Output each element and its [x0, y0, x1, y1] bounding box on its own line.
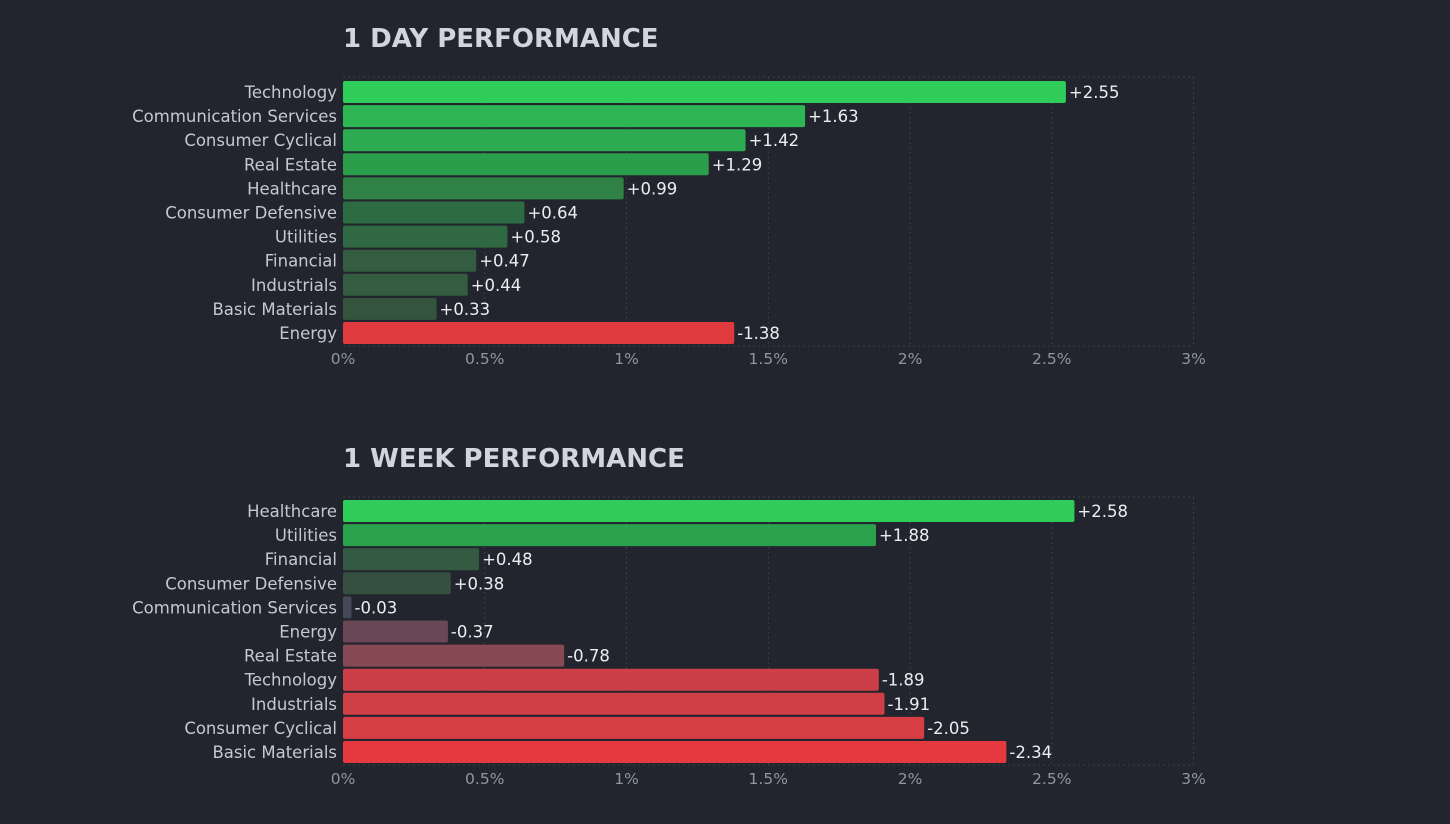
chart-1-category-label: Utilities: [275, 228, 337, 247]
chart-2-category-label: Financial: [265, 550, 337, 569]
chart-2-bar: [343, 548, 480, 571]
chart-1-bar: [343, 249, 477, 272]
chart-2-value-label: -1.89: [882, 671, 925, 690]
chart-2-bar: [343, 500, 1075, 522]
chart-1-category-label: Financial: [265, 252, 337, 271]
chart-1-tick-label: 0.5%: [465, 350, 504, 368]
chart-2-bar: [343, 741, 1007, 763]
chart-1-bar: [343, 297, 437, 320]
chart-2-value-label: -2.05: [927, 719, 970, 738]
chart-1-title: 1 DAY PERFORMANCE: [343, 24, 659, 54]
chart-2-category-label: Consumer Cyclical: [184, 719, 337, 738]
chart-2: 1 WEEK PERFORMANCE Healthcare +2.58 Utiliti…: [132, 444, 1206, 788]
chart-1-tick-label: 2%: [898, 350, 923, 368]
chart-1-tick-label: 2.5%: [1032, 350, 1071, 368]
chart-1-value-label: +0.99: [627, 179, 678, 198]
chart-2-tick-label: 2.5%: [1032, 770, 1071, 788]
chart-1-value-label: +0.64: [527, 204, 578, 223]
chart-1-tick-label: 1%: [614, 350, 639, 368]
chart-1-value-label: +2.55: [1069, 83, 1120, 102]
chart-2-tick-label: 2%: [898, 770, 923, 788]
chart-2-tick-label: 3%: [1181, 770, 1206, 788]
chart-2-value-label: +0.38: [454, 574, 505, 593]
chart-1-value-label: +0.33: [440, 300, 491, 319]
chart-2-bar: [343, 692, 885, 715]
chart-1-category-label: Technology: [244, 83, 338, 102]
chart-2-tick-label: 1.5%: [749, 770, 788, 788]
chart-1-value-label: +1.63: [808, 107, 859, 126]
chart-1-bar: [343, 177, 624, 200]
chart-2-tick-label: 0.5%: [465, 770, 504, 788]
chart-2-category-label: Real Estate: [244, 647, 337, 666]
chart-2-category-label: Communication Services: [132, 598, 337, 617]
chart-1-value-label: +1.42: [749, 131, 800, 150]
chart-1-tick-label: 3%: [1181, 350, 1206, 368]
chart-1-value-label: +0.47: [479, 252, 530, 271]
chart-1-bar: [343, 81, 1066, 103]
chart-2-category-label: Consumer Defensive: [165, 574, 337, 593]
chart-1-bar: [343, 322, 735, 344]
chart-2-title: 1 WEEK PERFORMANCE: [343, 444, 685, 474]
chart-1-value-label: +0.44: [471, 276, 522, 295]
chart-2-bar: [343, 644, 565, 667]
chart-1-bar: [343, 129, 746, 152]
chart-2-bar: [343, 620, 448, 643]
chart-1: 1 DAY PERFORMANCE Technology +2.55 Communic…: [132, 24, 1206, 368]
chart-1-tick-label: 0%: [331, 350, 356, 368]
chart-1-bar: [343, 201, 525, 224]
chart-2-tick-label: 0%: [331, 770, 356, 788]
chart-2-category-label: Basic Materials: [212, 743, 337, 762]
chart-1-category-label: Real Estate: [244, 155, 337, 174]
chart-1-value-label: -1.38: [737, 324, 780, 343]
chart-2-value-label: +1.88: [879, 526, 930, 545]
chart-2-value-label: -0.03: [355, 598, 398, 617]
chart-1-tick-label: 1.5%: [749, 350, 788, 368]
chart-2-bar: [343, 668, 879, 691]
chart-1-bar: [343, 105, 806, 128]
chart-1-category-label: Communication Services: [132, 107, 337, 126]
chart-1-category-label: Healthcare: [247, 179, 337, 198]
chart-2-bar: [343, 716, 925, 739]
chart-2-value-label: -1.91: [887, 695, 930, 714]
chart-2-value-label: -0.78: [567, 647, 610, 666]
chart-1-category-label: Basic Materials: [212, 300, 337, 319]
chart-2-bar: [343, 524, 876, 547]
chart-1-category-label: Energy: [279, 324, 337, 343]
chart-2-category-label: Industrials: [251, 695, 337, 714]
chart-1-bar: [343, 225, 508, 248]
chart-2-bar: [343, 596, 352, 619]
chart-1-category-label: Consumer Cyclical: [184, 131, 337, 150]
chart-1-bar: [343, 153, 709, 176]
chart-2-value-label: +2.58: [1077, 502, 1128, 521]
chart-1-category-label: Industrials: [251, 276, 337, 295]
chart-2-tick-label: 1%: [614, 770, 639, 788]
chart-1-category-label: Consumer Defensive: [165, 204, 337, 223]
chart-1-value-label: +0.58: [510, 228, 561, 247]
chart-2-bar: [343, 572, 451, 595]
chart-2-category-label: Healthcare: [247, 502, 337, 521]
chart-2-category-label: Energy: [279, 623, 337, 642]
chart-1-bar: [343, 273, 468, 296]
chart-2-category-label: Utilities: [275, 526, 337, 545]
chart-2-value-label: -2.34: [1009, 743, 1052, 762]
chart-1-value-label: +1.29: [712, 155, 763, 174]
chart-2-category-label: Technology: [244, 671, 338, 690]
chart-2-value-label: -0.37: [451, 623, 494, 642]
chart-2-value-label: +0.48: [482, 550, 533, 569]
